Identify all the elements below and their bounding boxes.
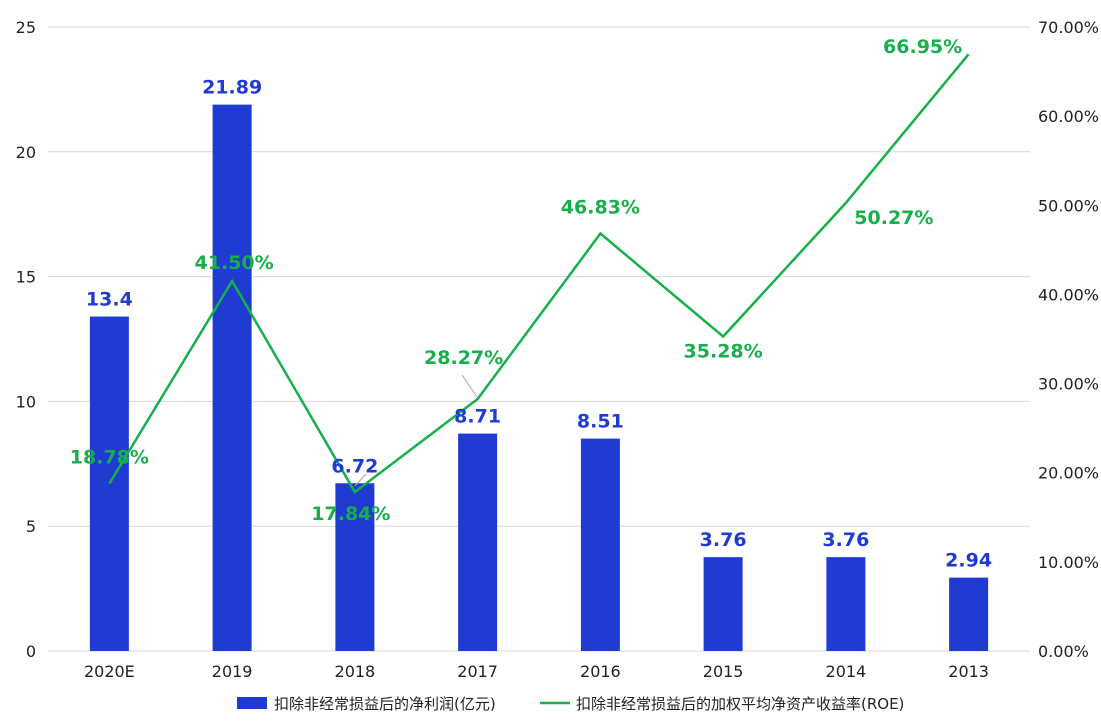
y-right-tick-label: 40.00%	[1038, 285, 1099, 304]
line-data-label: 41.50%	[195, 252, 274, 274]
bar-data-label: 8.51	[577, 411, 624, 433]
y-right-tick-label: 50.00%	[1038, 196, 1099, 215]
x-tick-label: 2018	[335, 662, 376, 681]
y-right-tick-label: 0.00%	[1038, 642, 1089, 661]
bar-data-label: 8.71	[454, 406, 501, 428]
y-left-tick-label: 5	[26, 517, 36, 536]
legend-label-bar: 扣除非经常损益后的净利润(亿元)	[274, 695, 496, 713]
line-data-label: 50.27%	[854, 207, 933, 229]
bar-data-label: 3.76	[700, 529, 747, 551]
y-right-tick-label: 20.00%	[1038, 464, 1099, 483]
x-axis: 2020E 2019 2018 2017 2016 2015 2014 2013	[84, 662, 989, 681]
bar	[949, 577, 989, 651]
legend-swatch-bar	[237, 697, 267, 709]
line-data-label: 28.27%	[424, 347, 503, 369]
bar-data-labels: 13.4 21.89 6.72 8.71 8.51 3.76 3.76 2.94	[86, 77, 992, 572]
x-tick-label: 2014	[826, 662, 867, 681]
x-tick-label: 2017	[457, 662, 498, 681]
bar	[580, 438, 620, 651]
y-left-tick-label: 25	[16, 18, 36, 37]
legend[interactable]: 扣除非经常损益后的净利润(亿元) 扣除非经常损益后的加权平均净资产收益率(ROE)	[237, 695, 904, 713]
x-tick-label: 2015	[703, 662, 744, 681]
leader-line	[354, 473, 367, 487]
bar-data-label: 21.89	[202, 77, 262, 99]
legend-label-line: 扣除非经常损益后的加权平均净资产收益率(ROE)	[576, 695, 904, 713]
line-data-label: 35.28%	[684, 341, 763, 363]
x-tick-label: 2013	[948, 662, 989, 681]
y-right-tick-label: 30.00%	[1038, 375, 1099, 394]
leader-line	[461, 374, 478, 398]
y-left-tick-label: 20	[16, 143, 36, 162]
y-left-tick-label: 0	[26, 642, 36, 661]
bar	[826, 557, 866, 651]
y-left-tick-label: 15	[16, 268, 36, 287]
roe-line	[108, 53, 970, 494]
y-axis-right: 0.00% 10.00% 20.00% 30.00% 40.00% 50.00% 60.00…	[1038, 18, 1099, 661]
x-tick-label: 2019	[212, 662, 253, 681]
bar-data-label: 2.94	[945, 550, 992, 572]
line-data-label: 66.95%	[883, 36, 962, 58]
y-right-tick-label: 10.00%	[1038, 553, 1099, 572]
bar	[703, 557, 743, 651]
bar	[89, 316, 129, 651]
bar-data-label: 13.4	[86, 289, 133, 311]
bar-series	[89, 104, 989, 651]
line-data-label: 17.84%	[311, 503, 390, 525]
line-series	[108, 53, 970, 494]
bar	[335, 483, 375, 651]
grid-lines	[48, 26, 1030, 652]
y-axis-left: 0 5 10 15 20 25	[16, 18, 36, 661]
line-data-label: 18.78%	[70, 447, 149, 469]
y-right-tick-label: 70.00%	[1038, 18, 1099, 37]
bar	[212, 104, 252, 651]
bar	[458, 433, 498, 651]
y-right-tick-label: 60.00%	[1038, 107, 1099, 126]
bar-data-label: 3.76	[822, 529, 869, 551]
line-data-label: 46.83%	[561, 197, 640, 219]
x-tick-label: 2016	[580, 662, 621, 681]
y-left-tick-label: 10	[16, 392, 36, 411]
line-data-labels: 18.78% 41.50% 17.84% 28.27% 46.83% 35.28% 50.2…	[70, 36, 962, 525]
bar-data-label: 6.72	[331, 455, 378, 477]
x-tick-label: 2020E	[84, 662, 135, 681]
